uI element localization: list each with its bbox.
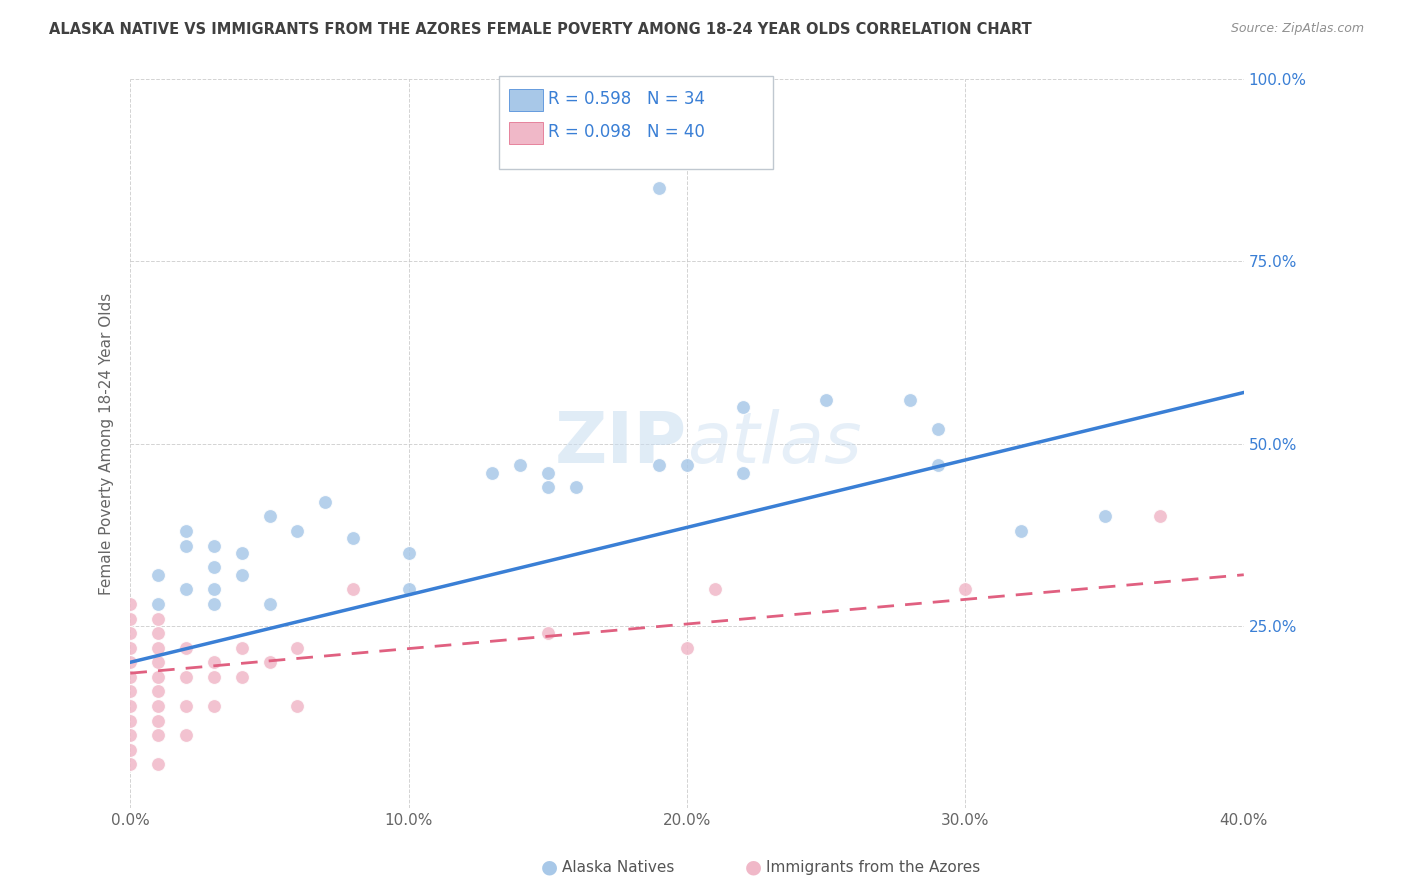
Point <box>174 582 197 597</box>
Point <box>120 626 142 640</box>
Point <box>146 626 169 640</box>
Point <box>398 582 420 597</box>
Point <box>120 611 142 625</box>
Point <box>259 655 281 669</box>
Text: R = 0.098   N = 40: R = 0.098 N = 40 <box>548 123 706 141</box>
Point <box>202 698 225 713</box>
Point <box>481 466 503 480</box>
Point <box>955 582 977 597</box>
Point <box>146 567 169 582</box>
Point <box>120 597 142 611</box>
Point <box>174 698 197 713</box>
Point <box>120 728 142 742</box>
Point <box>120 670 142 684</box>
Text: R = 0.598   N = 34: R = 0.598 N = 34 <box>548 90 706 108</box>
Point <box>202 560 225 574</box>
Point <box>703 582 725 597</box>
Point <box>898 392 921 407</box>
Point <box>927 458 949 473</box>
Point <box>202 655 225 669</box>
Text: Source: ZipAtlas.com: Source: ZipAtlas.com <box>1230 22 1364 36</box>
Point <box>676 458 699 473</box>
Point <box>731 466 754 480</box>
Point <box>1010 524 1032 538</box>
Point <box>537 466 560 480</box>
Point <box>231 546 253 560</box>
Point <box>648 458 671 473</box>
Point <box>120 655 142 669</box>
Point <box>231 670 253 684</box>
Point <box>120 714 142 728</box>
Text: ALASKA NATIVE VS IMMIGRANTS FROM THE AZORES FEMALE POVERTY AMONG 18-24 YEAR OLDS: ALASKA NATIVE VS IMMIGRANTS FROM THE AZO… <box>49 22 1032 37</box>
Point <box>537 480 560 494</box>
Point <box>259 509 281 524</box>
Point <box>146 611 169 625</box>
Point <box>314 495 336 509</box>
Point <box>146 670 169 684</box>
Point <box>537 626 560 640</box>
Point <box>202 670 225 684</box>
Point <box>146 655 169 669</box>
Point <box>146 757 169 772</box>
Point <box>259 597 281 611</box>
Point <box>202 597 225 611</box>
Point <box>146 728 169 742</box>
Y-axis label: Female Poverty Among 18-24 Year Olds: Female Poverty Among 18-24 Year Olds <box>100 293 114 595</box>
Point <box>146 684 169 698</box>
Point <box>202 582 225 597</box>
Text: Immigrants from the Azores: Immigrants from the Azores <box>766 860 980 874</box>
Point <box>146 714 169 728</box>
Point <box>509 458 531 473</box>
Point <box>676 640 699 655</box>
Text: atlas: atlas <box>688 409 862 478</box>
Point <box>231 640 253 655</box>
Point <box>285 698 308 713</box>
Point <box>927 422 949 436</box>
Point <box>202 539 225 553</box>
Point <box>285 524 308 538</box>
Point <box>120 757 142 772</box>
Point <box>174 728 197 742</box>
Point <box>564 480 586 494</box>
Text: ●: ● <box>541 857 558 877</box>
Point <box>648 181 671 195</box>
Text: Alaska Natives: Alaska Natives <box>562 860 675 874</box>
Point <box>120 743 142 757</box>
Point <box>120 684 142 698</box>
Text: ZIP: ZIP <box>555 409 688 478</box>
Text: ●: ● <box>745 857 762 877</box>
Point <box>120 640 142 655</box>
Point <box>342 582 364 597</box>
Point <box>146 597 169 611</box>
Point <box>398 546 420 560</box>
Point <box>120 698 142 713</box>
Point <box>146 698 169 713</box>
Point <box>1094 509 1116 524</box>
Point <box>342 531 364 545</box>
Point <box>731 400 754 414</box>
Point <box>174 524 197 538</box>
Point <box>174 640 197 655</box>
Point <box>285 640 308 655</box>
Point <box>174 539 197 553</box>
Point <box>146 640 169 655</box>
Point <box>815 392 838 407</box>
Point <box>174 670 197 684</box>
Point <box>231 567 253 582</box>
Point <box>1149 509 1171 524</box>
